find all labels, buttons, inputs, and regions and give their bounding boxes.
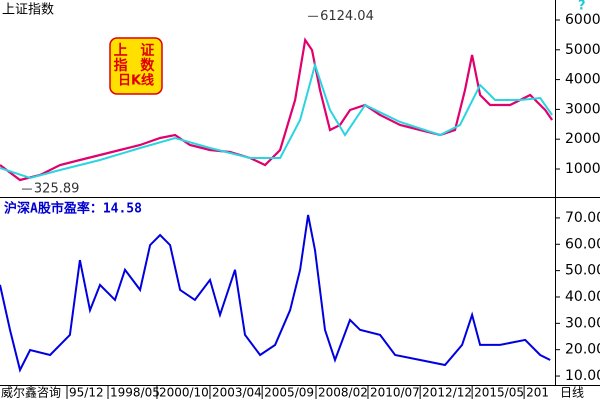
y-tick-label: 70.00 [565,210,600,226]
y-tick-label: 30.00 [565,315,600,331]
chart-title: 上证指数 [2,3,54,18]
x-tick-label: 2005/09 [264,386,314,400]
x-tick-label: 95/12 [69,386,104,400]
y-tick-label: 1000 [565,161,600,177]
price-line [0,37,554,182]
x-tick-label: 2003/04 [212,386,262,400]
x-tick-label: 2015/05 [474,386,524,400]
x-tick-label: 201 [526,386,549,400]
panel-title: 沪深A股市盈率：14.58 [4,201,142,217]
x-tick-label: 2012/12 [422,386,472,400]
price-line [0,61,553,180]
source: 威尔鑫咨询 [1,385,61,400]
y-tick-label: 10.00 [565,368,600,384]
x-unit: 日线 [560,386,584,400]
legend-box-frame [109,37,163,95]
legend-line: 上 证 [114,43,159,59]
x-tick-label: 2000/10 [159,386,209,400]
legend-line: 指 数 [114,57,159,74]
x-tick-label: 1998/05 [110,386,160,400]
legend-box: 上 证 指 数 日K线 [109,37,163,95]
y-tick-label: 20.00 [565,342,600,358]
y-tick-label: 4000 [565,72,600,88]
annotation: 325.89 [34,182,80,197]
legend-line: 日K线 [118,73,154,89]
x-tick-label: 2008/02 [318,386,368,400]
marker: ? [578,0,586,14]
y-tick-label: 2000 [565,131,600,147]
y-tick-label: 60.00 [565,236,600,252]
x-tick-label: 2010/07 [370,386,420,400]
annotation: 6124.04 [320,9,374,24]
y-tick-label: 6000 [565,12,600,28]
y-tick-label: 50.00 [565,263,600,279]
y-tick-label: 3000 [565,101,600,117]
price-line [0,214,551,373]
y-tick-label: 40.00 [565,289,600,305]
y-tick-label: 5000 [565,42,600,58]
